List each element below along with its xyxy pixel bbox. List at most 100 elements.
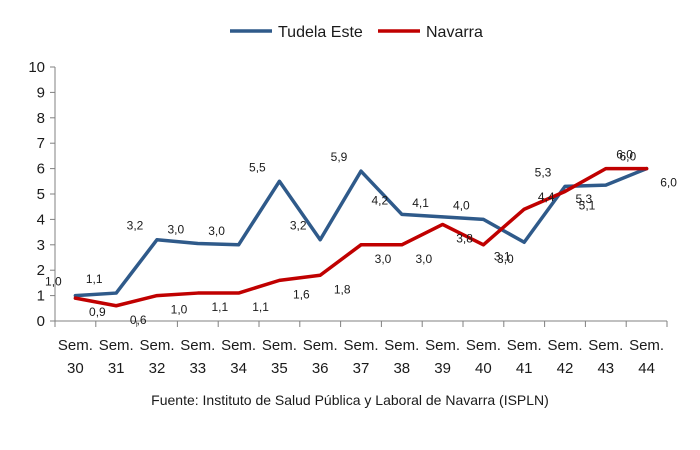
x-tick-label-line1: Sem. <box>588 337 623 354</box>
data-label-tudela-este: 3,2 <box>127 219 144 233</box>
data-point-navarra <box>563 189 567 193</box>
x-tick-label-line2: 35 <box>271 360 288 377</box>
data-point-navarra <box>277 278 281 282</box>
data-label-navarra: 5,1 <box>579 198 596 212</box>
data-label-tudela-este: 5,3 <box>535 165 552 179</box>
data-label-tudela-este: 3,1 <box>494 249 511 263</box>
data-point-navarra <box>114 304 118 308</box>
data-label-navarra: 1,1 <box>252 300 269 314</box>
x-tick-label-line1: Sem. <box>180 337 215 354</box>
y-tick-label: 4 <box>37 211 45 228</box>
y-tick-label: 10 <box>28 59 45 76</box>
data-point-navarra <box>359 243 363 247</box>
data-point-tudela-este <box>522 240 526 244</box>
data-label-navarra: 6,0 <box>619 150 636 164</box>
data-point-navarra <box>400 243 404 247</box>
y-tick-label: 6 <box>37 161 45 178</box>
data-point-navarra <box>604 167 608 171</box>
data-label-tudela-este: 4,0 <box>453 198 470 212</box>
y-tick-label: 2 <box>37 262 45 279</box>
x-tick-label-line2: 40 <box>475 360 492 377</box>
x-tick-label-line1: Sem. <box>262 337 297 354</box>
data-point-navarra <box>481 243 485 247</box>
x-tick-label-line1: Sem. <box>139 337 174 354</box>
data-label-tudela-este: 3,0 <box>167 223 184 237</box>
x-tick-label-line2: 42 <box>557 360 574 377</box>
data-label-navarra: 1,1 <box>211 300 228 314</box>
x-tick-label-line2: 32 <box>149 360 166 377</box>
data-label-navarra: 0,9 <box>89 305 106 319</box>
x-tick-label-line2: 43 <box>597 360 614 377</box>
data-label-navarra: 6,0 <box>660 176 677 190</box>
data-label-tudela-este: 5,5 <box>249 160 266 174</box>
data-point-navarra <box>441 222 445 226</box>
data-point-navarra <box>196 291 200 295</box>
chart-source-note: Fuente: Instituto de Salud Pública y Lab… <box>151 392 549 408</box>
x-tick-label-line2: 34 <box>230 360 247 377</box>
legend-label-navarra: Navarra <box>426 24 483 41</box>
data-label-tudela-este: 5,9 <box>331 150 348 164</box>
data-label-tudela-este: 3,0 <box>208 224 225 238</box>
data-point-tudela-este <box>196 242 200 246</box>
data-label-navarra: 1,6 <box>293 287 310 301</box>
x-tick-label-line2: 44 <box>638 360 655 377</box>
data-label-tudela-este: 1,0 <box>45 275 62 289</box>
x-tick-label-line2: 37 <box>353 360 370 377</box>
data-point-tudela-este <box>155 238 159 242</box>
data-label-navarra: 3,0 <box>415 252 432 266</box>
data-label-navarra: 3,0 <box>375 252 392 266</box>
data-label-navarra: 1,8 <box>334 282 351 296</box>
data-label-tudela-este: 6,0 <box>616 148 633 162</box>
data-point-tudela-este <box>481 217 485 221</box>
data-label-tudela-este: 1,1 <box>86 272 103 286</box>
data-label-tudela-este: 5,3 <box>575 192 592 206</box>
data-point-tudela-este <box>400 212 404 216</box>
x-tick-label-line1: Sem. <box>425 337 460 354</box>
data-point-tudela-este <box>359 169 363 173</box>
x-tick-label-line1: Sem. <box>629 337 664 354</box>
data-point-navarra <box>237 291 241 295</box>
data-point-tudela-este <box>114 291 118 295</box>
x-tick-label-line2: 39 <box>434 360 451 377</box>
y-tick-label: 3 <box>37 237 45 254</box>
data-label-navarra: 3,8 <box>456 231 473 245</box>
x-tick-label-line1: Sem. <box>303 337 338 354</box>
x-tick-label-line1: Sem. <box>343 337 378 354</box>
y-tick-label: 9 <box>37 84 45 101</box>
x-tick-label-line1: Sem. <box>384 337 419 354</box>
data-label-navarra: 4,4 <box>538 190 555 204</box>
x-tick-label-line2: 31 <box>108 360 125 377</box>
x-tick-label-line2: 41 <box>516 360 533 377</box>
data-point-tudela-este <box>563 184 567 188</box>
legend-label-tudela-este: Tudela Este <box>278 24 363 41</box>
x-tick-label-line1: Sem. <box>221 337 256 354</box>
y-tick-label: 0 <box>37 313 45 330</box>
x-tick-label-line2: 30 <box>67 360 84 377</box>
data-label-navarra: 1,0 <box>171 303 188 317</box>
x-tick-label-line1: Sem. <box>99 337 134 354</box>
data-point-tudela-este <box>277 179 281 183</box>
data-point-tudela-este <box>237 243 241 247</box>
data-point-navarra <box>645 167 649 171</box>
x-tick-label-line2: 33 <box>189 360 206 377</box>
data-point-tudela-este <box>318 238 322 242</box>
y-tick-label: 5 <box>37 186 45 203</box>
x-tick-label-line2: 36 <box>312 360 329 377</box>
x-tick-label-line1: Sem. <box>466 337 501 354</box>
data-label-navarra: 3,0 <box>497 252 514 266</box>
x-tick-label-line1: Sem. <box>547 337 582 354</box>
y-tick-label: 7 <box>37 135 45 152</box>
data-label-tudela-este: 4,1 <box>412 196 429 210</box>
data-point-navarra <box>73 296 77 300</box>
x-tick-label-line1: Sem. <box>58 337 93 354</box>
data-point-navarra <box>522 207 526 211</box>
data-point-tudela-este <box>441 215 445 219</box>
data-point-navarra <box>318 273 322 277</box>
data-label-tudela-este: 3,2 <box>290 219 307 233</box>
data-label-tudela-este: 4,2 <box>371 193 388 207</box>
y-tick-label: 1 <box>37 288 45 305</box>
data-point-tudela-este <box>604 183 608 187</box>
data-point-tudela-este <box>73 294 77 298</box>
x-tick-label-line2: 38 <box>393 360 410 377</box>
